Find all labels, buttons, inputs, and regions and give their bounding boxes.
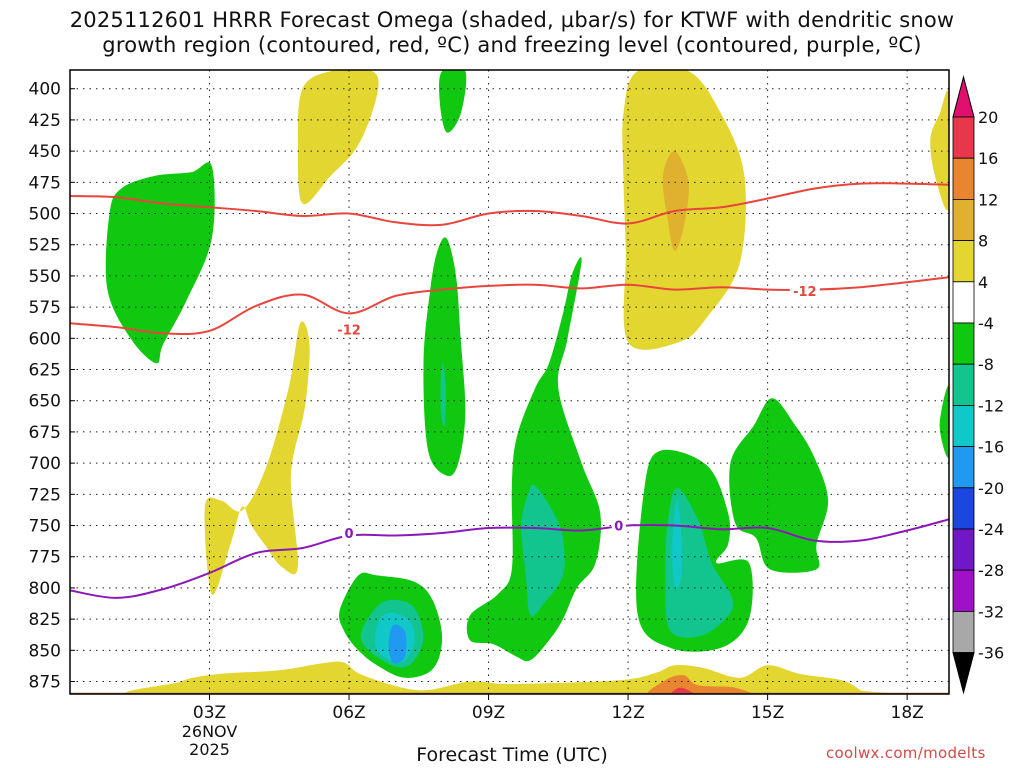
colorbar-segment-3 [952,240,975,283]
omega-region-blue-07z [388,624,407,664]
freezing-level-line-label: 0 [345,527,354,542]
dgz-bottom-line-label: -12 [793,285,817,300]
dgz-bottom-line-label-bg [334,321,365,338]
omega-region-red-surface [670,687,697,694]
y-tick-label-650: 650 [29,392,61,412]
contour-lines: -12 -12 0 0 [70,182,949,599]
colorbar-segment-4 [952,281,975,324]
omega-region-green-08z-column [423,237,466,477]
colorbar-label-6: -8 [978,355,994,374]
omega-region-yellow-edge-upper [930,90,949,211]
omega-shading [70,70,949,694]
omega-region-green-top-08z [439,70,467,133]
axes: 400 425 450 475 500 525 550 575 600 625 650 675 700 7… [29,69,950,759]
colorbar-segment-9 [952,487,975,530]
freezing-level-line-label: 0 [614,520,623,535]
colorbar-segment-8 [952,446,975,489]
y-tick-label-400: 400 [29,80,61,100]
grid-lines [70,70,949,694]
x-tick-label-03Z: 03Z [193,703,226,723]
date-label-day: 26NOV [182,722,238,741]
y-tick-label-625: 625 [29,361,61,381]
colorbar-segment-5 [952,322,975,365]
y-tick-label-550: 550 [29,267,61,287]
colorbar-segment-1 [952,157,975,200]
x-axis-title: Forecast Time (UTC) [416,744,608,766]
colorbar-top-arrow [952,75,975,118]
freezing-level-line-label-bg [342,525,357,542]
colorbar-label-7: -12 [978,396,1004,415]
y-tick-label-725: 725 [29,485,61,505]
y-tick-label-875: 875 [29,673,61,693]
colorbar-bottom-arrow [952,652,975,695]
colorbar-label-13: -36 [978,644,1004,663]
y-tick-label-425: 425 [29,111,61,131]
colorbar: 20 16 12 8 4 -4 -8 -12 -16 -20 -24 -28 -32 -36 [952,75,1004,695]
colorbar-segment-7 [952,404,975,447]
freezing-level-line-label-bg [611,517,626,534]
dgz-bottom-line-label-bg [789,282,820,299]
y-tick-label-775: 775 [29,548,61,568]
colorbar-label-4: 4 [978,273,988,292]
dgz-top-line [70,182,949,227]
colorbar-segment-12 [952,611,975,654]
colorbar-label-0: 20 [978,108,998,127]
y-tick-label-600: 600 [29,329,61,349]
colorbar-segment-2 [952,198,975,241]
omega-region-orange-surface [647,675,753,694]
omega-region-orange-13z [662,151,689,252]
colorbar-label-8: -16 [978,438,1004,457]
colorbar-label-11: -28 [978,561,1004,580]
y-tick-label-800: 800 [29,579,61,599]
y-tick-label-525: 525 [29,236,61,256]
colorbar-label-3: 8 [978,232,988,251]
chart-title-line-2: growth region (contoured, red, ºC) and f… [102,33,922,57]
colorbar-segment-6 [952,363,975,406]
y-tick-label-575: 575 [29,298,61,318]
watermark: coolwx.com/modelts [826,744,986,762]
y-tick-label-825: 825 [29,610,61,630]
date-label-year: 2025 [189,740,230,759]
y-tick-label-675: 675 [29,423,61,443]
y-tick-label-850: 850 [29,641,61,661]
y-tick-label-450: 450 [29,142,61,162]
colorbar-label-1: 16 [978,149,998,168]
x-tick-label-06Z: 06Z [332,703,365,723]
omega-region-green-10z-column [466,257,601,662]
chart-title-line-1: 2025112601 HRRR Forecast Omega (shaded, … [69,8,955,32]
omega-region-cyan-13z [672,500,683,590]
omega-region-yellow-surface [125,661,904,694]
omega-region-teal-08z [440,363,446,427]
freezing-level-line [70,518,949,599]
omega-region-yellow-upper-05z [297,70,379,205]
colorbar-segment-11 [952,569,975,612]
y-tick-label-750: 750 [29,517,61,537]
y-tick-label-475: 475 [29,173,61,193]
x-tick-label-09Z: 09Z [472,703,505,723]
omega-region-yellow-0445z [204,321,310,595]
y-tick-label-700: 700 [29,454,61,474]
plot-frame [69,69,950,695]
colorbar-label-10: -24 [978,520,1004,539]
omega-region-green-15z [729,398,829,573]
colorbar-label-12: -32 [978,602,1004,621]
dgz-bottom-line-label: -12 [337,324,361,339]
colorbar-label-2: 12 [978,190,998,209]
x-tick-label-15Z: 15Z [751,703,784,723]
omega-region-teal-10z [521,484,565,617]
omega-region-green-edge-mid [939,385,949,458]
colorbar-label-5: -4 [978,314,994,333]
x-tick-label-18Z: 18Z [891,703,924,723]
colorbar-label-9: -20 [978,479,1004,498]
y-tick-label-500: 500 [29,205,61,225]
x-tick-label-12Z: 12Z [611,703,644,723]
colorbar-segment-10 [952,528,975,571]
colorbar-segment-0 [952,116,975,159]
omega-region-green-upper-01z [105,162,215,364]
